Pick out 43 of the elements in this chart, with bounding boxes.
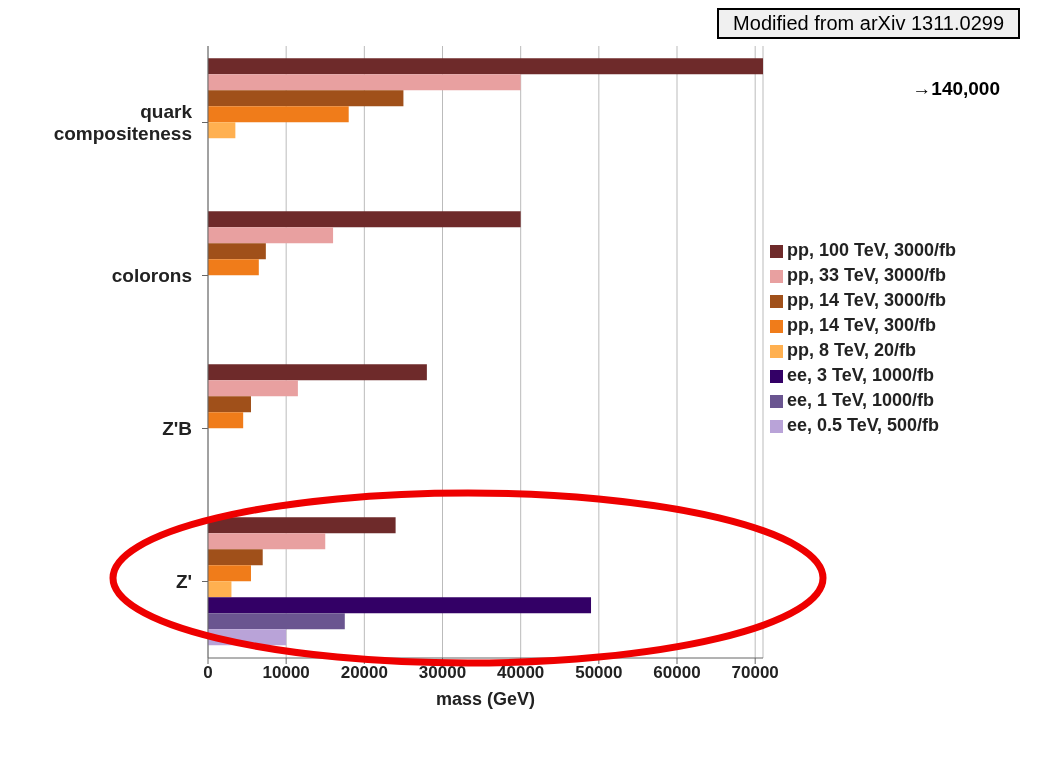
- bar: [208, 74, 521, 91]
- x-tick-label: 30000: [418, 663, 467, 683]
- bar: [208, 211, 521, 228]
- bar: [208, 533, 326, 550]
- x-tick-label: 60000: [653, 663, 701, 683]
- bar: [208, 396, 251, 413]
- legend-label: ee, 3 TeV, 1000/fb: [787, 365, 935, 385]
- bar: [208, 227, 334, 244]
- legend-label: ee, 1 TeV, 1000/fb: [787, 390, 935, 410]
- x-tick-label: 70000: [731, 663, 779, 683]
- y-tick-label: Z'B: [162, 417, 192, 439]
- x-tick-label: 50000: [575, 663, 623, 683]
- y-tick-label: colorons: [111, 264, 192, 286]
- legend-label: pp, 14 TeV, 300/fb: [787, 315, 937, 335]
- bar: [208, 581, 232, 598]
- bar: [208, 106, 349, 123]
- bar: [208, 243, 266, 260]
- bar: [208, 597, 592, 614]
- text: Modified from arXiv 1311.0299: [717, 8, 1020, 39]
- legend-label: pp, 8 TeV, 20/fb: [787, 340, 917, 360]
- x-tick-label: 0: [203, 663, 213, 683]
- bar: [208, 565, 251, 582]
- bar: [208, 364, 427, 381]
- bar: [208, 517, 396, 534]
- y-tick-label: Z': [175, 570, 192, 592]
- bar: [208, 412, 244, 429]
- y-tick-label: quark compositeness: [53, 100, 193, 144]
- text: →140,000: [912, 78, 1000, 100]
- legend-label: pp, 33 TeV, 3000/fb: [787, 265, 947, 285]
- bar: [208, 380, 298, 397]
- x-tick-label: 40000: [497, 663, 545, 683]
- x-tick-label: 20000: [340, 663, 388, 683]
- x-axis-title: mass (GeV): [435, 689, 536, 709]
- bar: [208, 90, 404, 107]
- legend-label: ee, 0.5 TeV, 500/fb: [787, 415, 940, 435]
- bar: [208, 259, 259, 276]
- bar: [208, 122, 236, 139]
- x-tick-label: 10000: [262, 663, 310, 683]
- bar: [208, 549, 263, 566]
- bar: [208, 58, 763, 75]
- legend-label: pp, 100 TeV, 3000/fb: [787, 240, 957, 260]
- legend-label: pp, 14 TeV, 3000/fb: [787, 290, 947, 310]
- bar: [208, 613, 345, 630]
